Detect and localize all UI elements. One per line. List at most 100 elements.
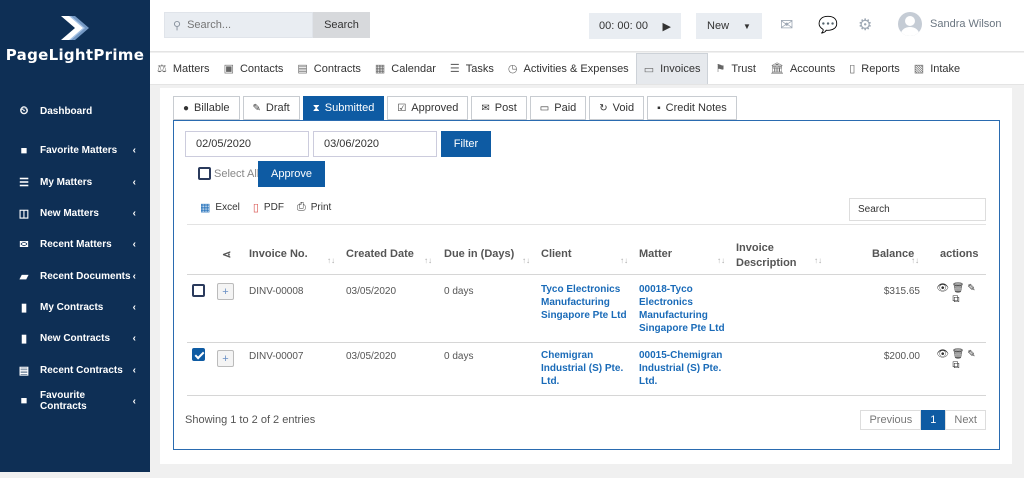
tab-accounts[interactable]: 🏛 Accounts (763, 53, 842, 84)
trash-icon[interactable]: 🗑 (951, 349, 965, 360)
search-button[interactable]: Search (313, 12, 370, 38)
copy-icon[interactable]: ⧉ (952, 360, 960, 371)
sidebar-item-favorite-matters[interactable]: ■ Favorite Matters ‹ (0, 135, 150, 166)
table-info: Showing 1 to 2 of 2 entries (185, 414, 316, 426)
date-from-input[interactable]: 02/05/2020 (185, 131, 309, 157)
tab-contracts[interactable]: ▤ Contracts (290, 53, 367, 84)
header-client[interactable]: Client (541, 248, 572, 260)
sidebar-item-my-matters[interactable]: ☰ My Matters ‹ (0, 167, 150, 198)
header-balance[interactable]: Balance (872, 248, 915, 260)
header-actions: actions (940, 248, 979, 260)
edit-icon[interactable]: ✎ (967, 283, 976, 294)
header-due-in[interactable]: Due in (Days) (444, 248, 515, 260)
subtab-billable[interactable]: ● Billable (173, 96, 240, 120)
tab-invoices[interactable]: ▭ Invoices (635, 53, 709, 84)
tab-activities-expenses[interactable]: ◷ Activities & Expenses (501, 53, 636, 84)
mail-icon[interactable]: ✉ (780, 17, 794, 34)
search-icon: ⚲ (173, 19, 182, 32)
tab-contacts[interactable]: ▣ Contacts (217, 53, 291, 84)
excel-button[interactable]: ▦ Excel (200, 201, 240, 214)
sort-icon[interactable]: ↑↓ (911, 256, 919, 265)
previous-page-button[interactable]: Previous (860, 410, 922, 430)
header-created-date[interactable]: Created Date (346, 248, 414, 260)
pdf-button[interactable]: ▯ PDF (253, 201, 284, 214)
tab-intake[interactable]: ▧ Intake (907, 53, 967, 84)
search-input[interactable] (187, 19, 308, 31)
folder-icon: ▰ (19, 270, 29, 283)
expand-icon[interactable]: + (217, 350, 234, 367)
sidebar-item-new-matters[interactable]: ◫ New Matters ‹ (0, 198, 150, 229)
subtab-paid[interactable]: ▭ Paid (529, 96, 587, 120)
matter-link[interactable]: 00018-Tyco Electronics Manufacturing Sin… (639, 284, 725, 334)
new-button[interactable]: New ▼ (696, 13, 762, 39)
subtab-void[interactable]: ↻ Void (589, 96, 645, 120)
sidebar-item-label: Favourite Contracts (40, 390, 87, 413)
sort-icon[interactable]: ↑↓ (522, 256, 530, 265)
gear-icon[interactable]: ⚙ (858, 17, 873, 34)
sidebar-item-favourite-contracts[interactable]: ■ Favourite Contracts ‹ (0, 386, 150, 417)
search-field[interactable]: ⚲ (164, 12, 313, 38)
sidebar-item-label: New Contracts (40, 333, 111, 345)
subtab-post[interactable]: ✉ Post (471, 96, 527, 120)
sidebar-item-recent-documents[interactable]: ▰ Recent Documents ‹ (0, 260, 150, 291)
header-description[interactable]: Invoice Description (736, 242, 797, 269)
trash-icon[interactable]: 🗑 (951, 283, 965, 294)
sidebar-item-dashboard[interactable]: ⏲ Dashboard (0, 96, 150, 127)
sidebar-item-recent-matters[interactable]: ✉ Recent Matters ‹ (0, 229, 150, 260)
chevron-left-icon: ‹ (132, 270, 136, 282)
user-menu[interactable]: Sandra Wilson (898, 12, 1002, 36)
tab-matters[interactable]: ⚖ Matters (150, 53, 217, 84)
client-link[interactable]: Chemigran Industrial (S) Pte. Ltd. (541, 350, 624, 387)
file-icon: ▮ (20, 333, 28, 346)
tab-calendar[interactable]: ▦ Calendar (368, 53, 443, 84)
view-icon[interactable]: 👁 (936, 283, 950, 294)
edit-icon[interactable]: ✎ (967, 349, 976, 360)
created-date: 03/05/2020 (346, 351, 397, 362)
expand-icon[interactable]: + (217, 283, 234, 300)
balance: $200.00 (883, 351, 920, 362)
header-matter[interactable]: Matter (639, 248, 673, 260)
table-search-input[interactable]: Search (849, 198, 986, 221)
invoice-status-tabs: ● Billable ✎ Draft ⧗ Submitted ☑ Approved ✉ P… (173, 96, 740, 120)
subtab-label: Approved (411, 102, 459, 114)
matter-link[interactable]: 00015-Chemigran Industrial (S) Pte. Ltd. (639, 350, 723, 387)
row-checkbox[interactable] (192, 284, 205, 297)
client-link[interactable]: Tyco Electronics Manufacturing Singapore… (541, 284, 627, 321)
next-page-button[interactable]: Next (945, 410, 986, 430)
sidebar-item-my-contracts[interactable]: ▮ My Contracts ‹ (0, 292, 150, 323)
print-label: Print (310, 202, 332, 213)
select-all[interactable]: Select All (198, 167, 259, 180)
print-button[interactable]: ⎙ Print (297, 201, 331, 214)
copy-icon[interactable]: ⧉ (952, 294, 960, 305)
tab-tasks[interactable]: ☰ Tasks (443, 53, 501, 84)
tab-trust[interactable]: ⚑ Trust (708, 53, 763, 84)
select-all-checkbox[interactable] (198, 167, 211, 180)
sort-icon[interactable]: ↑↓ (620, 256, 628, 265)
tab-label: Reports (861, 62, 900, 75)
filter-button[interactable]: Filter (441, 131, 491, 157)
sidebar-item-new-contracts[interactable]: ▮ New Contracts ‹ (0, 323, 150, 354)
subtab-submitted[interactable]: ⧗ Submitted (302, 96, 385, 120)
view-icon[interactable]: 👁 (936, 349, 950, 360)
page-1-button[interactable]: 1 (921, 410, 946, 430)
chat-icon[interactable]: 💬 (818, 17, 838, 34)
sort-icon[interactable]: ↑↓ (327, 256, 335, 265)
play-icon[interactable]: ▶ (662, 20, 671, 33)
tab-reports[interactable]: ▯ Reports (842, 53, 907, 84)
subtab-credit-notes[interactable]: ▪ Credit Notes (647, 96, 737, 120)
header-invoice-no[interactable]: Invoice No. (249, 248, 308, 260)
sort-icon[interactable]: ↑↓ (814, 256, 822, 265)
row-checkbox[interactable] (192, 348, 205, 361)
sort-icon[interactable]: ↑↓ (717, 256, 725, 265)
date-to-input[interactable]: 03/06/2020 (313, 131, 437, 157)
share-icon[interactable]: ⋖ (222, 249, 232, 261)
brand-logo[interactable]: PageLightPrime (0, 0, 150, 80)
subtab-draft[interactable]: ✎ Draft (242, 96, 300, 120)
file-text-icon: ▤ (18, 364, 30, 377)
timer-widget[interactable]: 00: 00: 00 ▶ (589, 13, 681, 39)
sidebar-item-recent-contracts[interactable]: ▤ Recent Contracts ‹ (0, 354, 150, 385)
chevron-left-icon: ‹ (132, 333, 136, 345)
sort-icon[interactable]: ↑↓ (424, 256, 432, 265)
subtab-approved[interactable]: ☑ Approved (387, 96, 469, 120)
approve-button[interactable]: Approve (258, 161, 325, 187)
